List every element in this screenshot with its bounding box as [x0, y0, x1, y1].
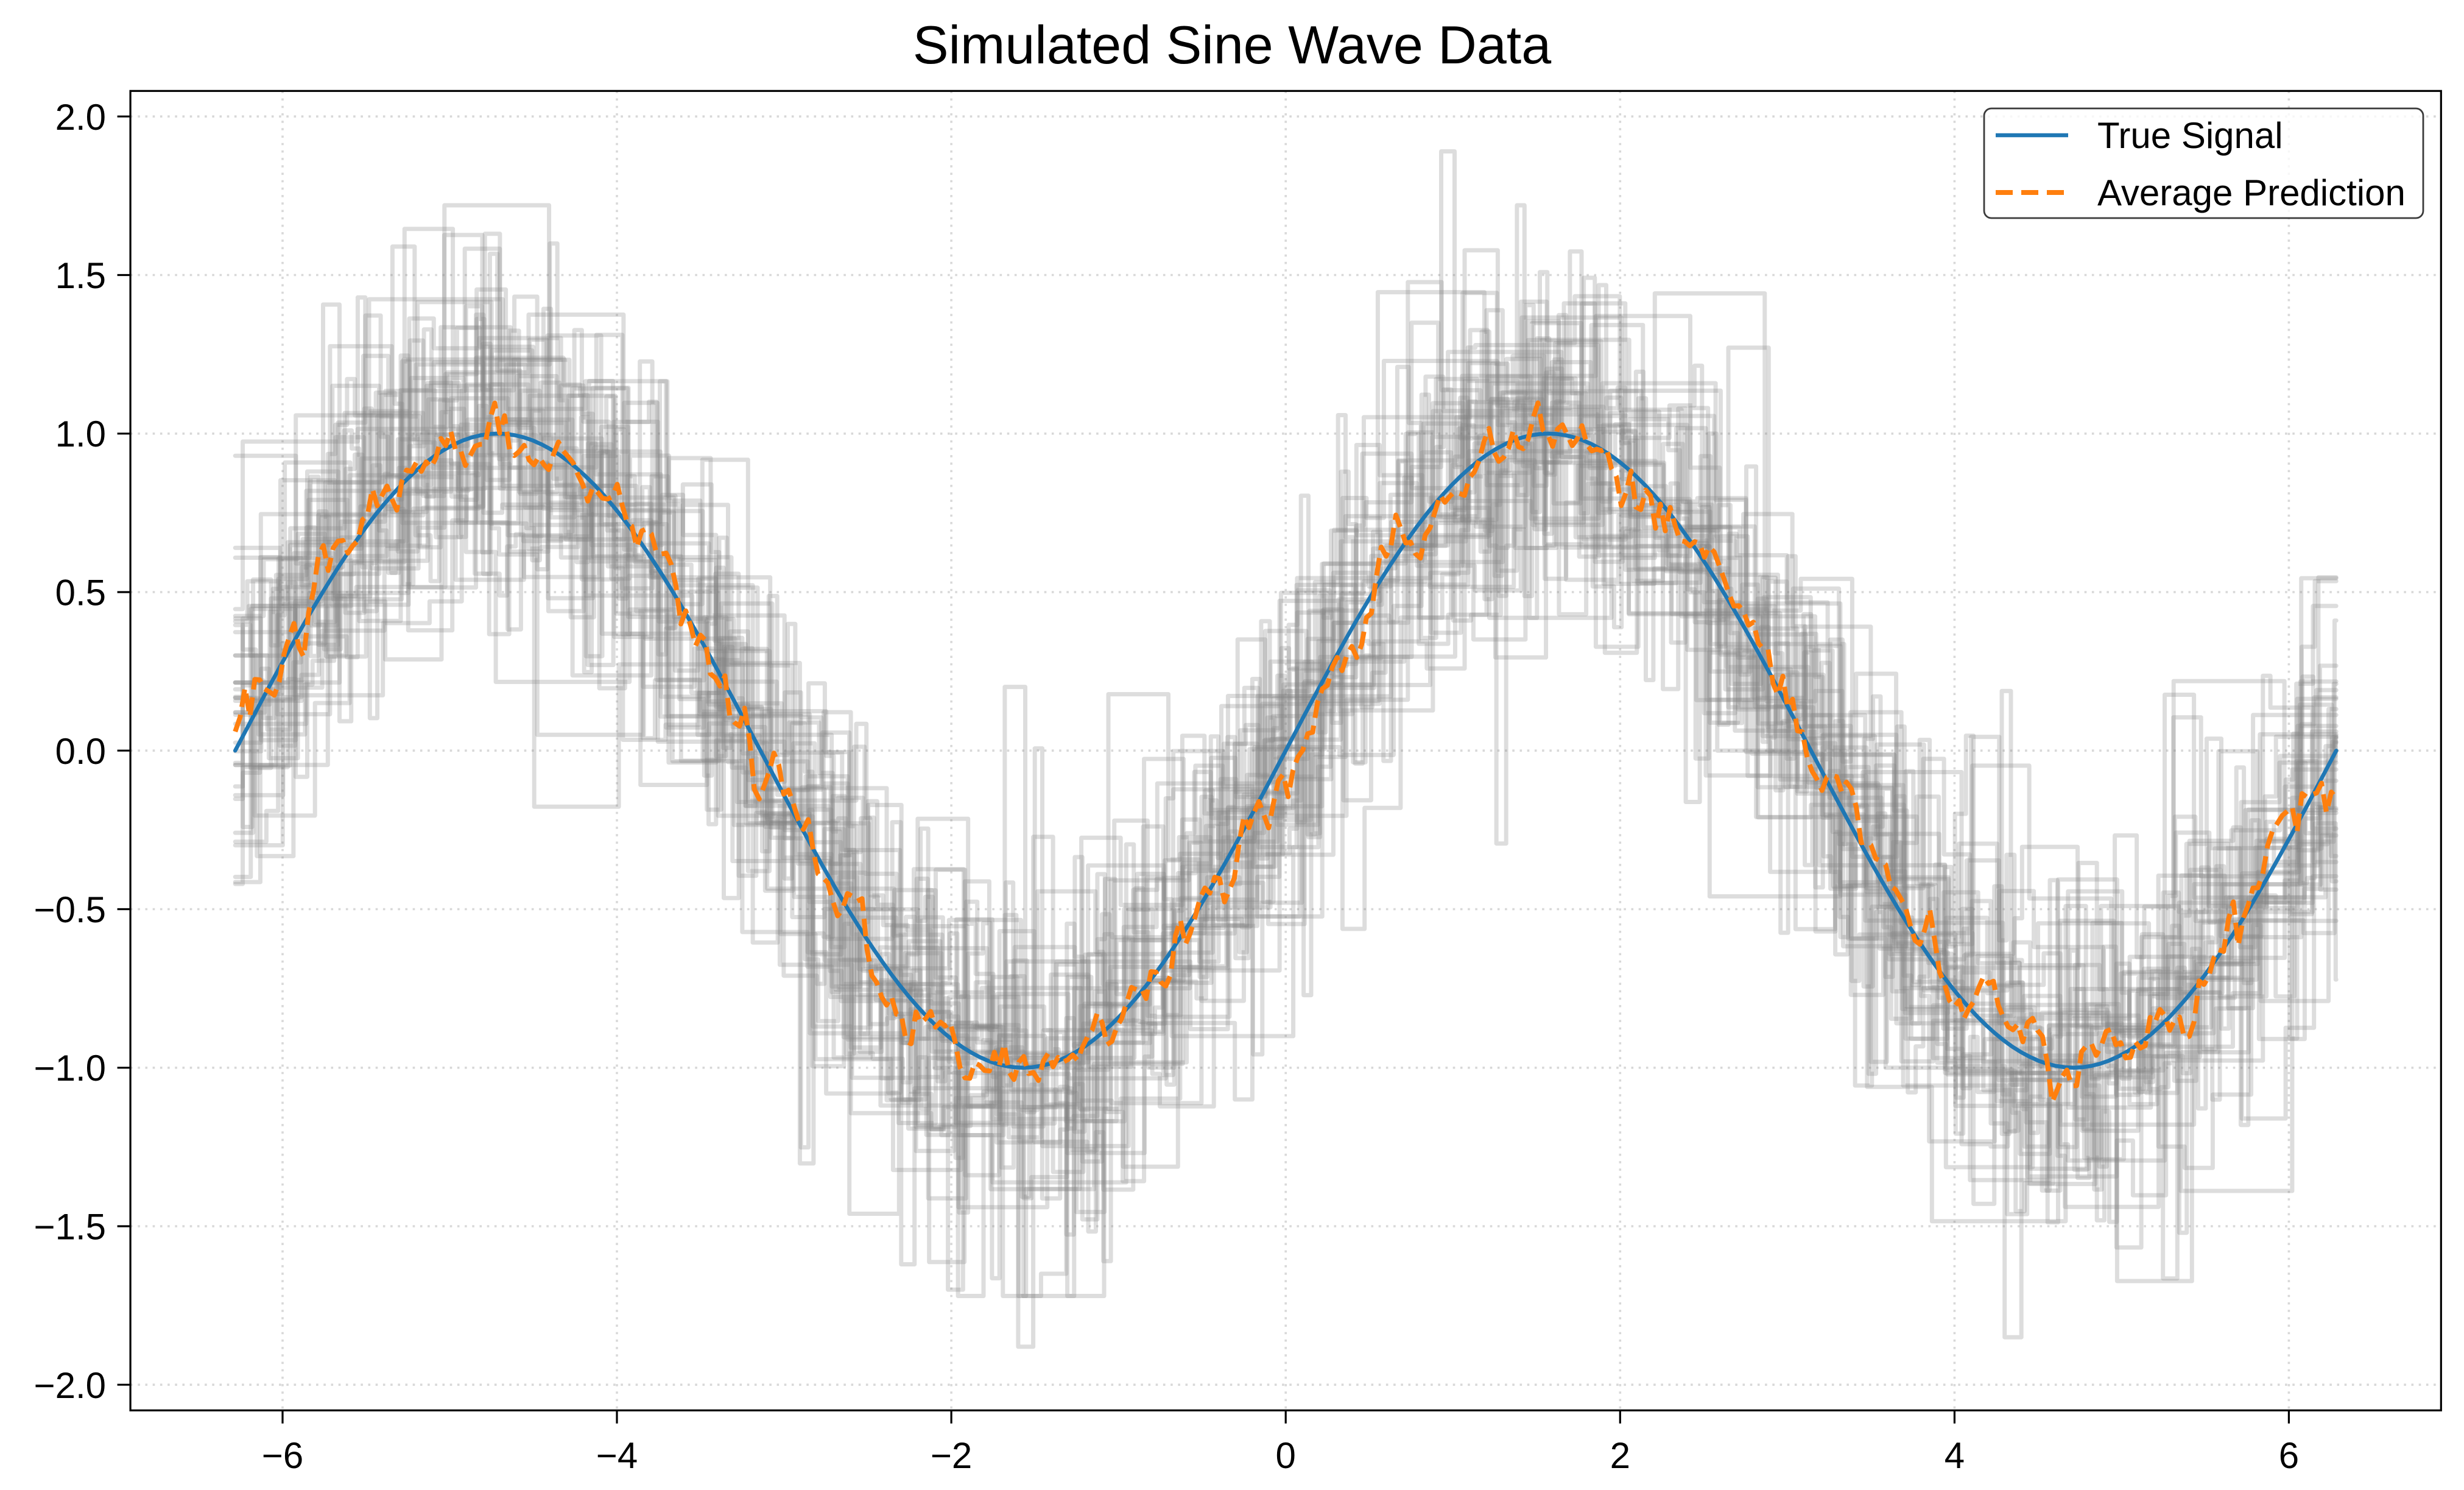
svg-text:2.0: 2.0	[55, 97, 106, 138]
svg-text:1.5: 1.5	[55, 255, 106, 296]
svg-text:−2: −2	[931, 1435, 972, 1476]
svg-text:−1.0: −1.0	[34, 1048, 106, 1089]
svg-text:−0.5: −0.5	[34, 889, 106, 930]
svg-text:4: 4	[1945, 1435, 1965, 1476]
svg-text:True Signal: True Signal	[2097, 115, 2283, 156]
svg-text:−6: −6	[262, 1435, 303, 1476]
svg-text:2: 2	[1610, 1435, 1630, 1476]
svg-text:Average Prediction: Average Prediction	[2097, 172, 2406, 213]
svg-text:−1.5: −1.5	[34, 1207, 106, 1248]
svg-text:0.5: 0.5	[55, 573, 106, 613]
svg-text:0.0: 0.0	[55, 731, 106, 772]
svg-text:1.0: 1.0	[55, 414, 106, 454]
svg-text:0: 0	[1276, 1435, 1296, 1476]
svg-text:−2.0: −2.0	[34, 1365, 106, 1406]
svg-text:−4: −4	[596, 1435, 638, 1476]
svg-text:6: 6	[2279, 1435, 2299, 1476]
svg-text:Simulated Sine Wave Data: Simulated Sine Wave Data	[913, 15, 1551, 75]
